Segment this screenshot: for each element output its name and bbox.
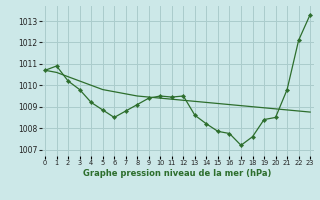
X-axis label: Graphe pression niveau de la mer (hPa): Graphe pression niveau de la mer (hPa) xyxy=(84,169,272,178)
